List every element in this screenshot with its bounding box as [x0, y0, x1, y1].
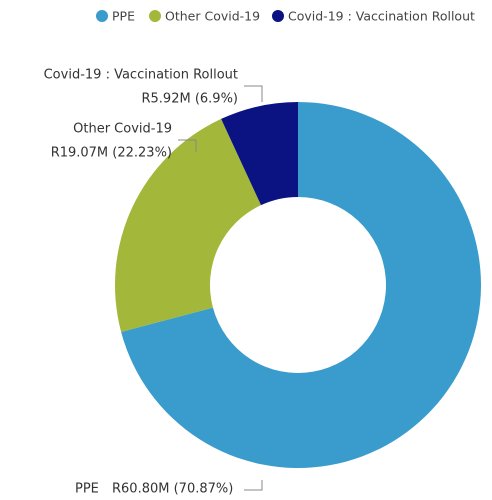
- data-label-name: PPE: [75, 482, 99, 497]
- leader-line: [244, 480, 263, 491]
- data-label-name: Covid-19 : Vaccination Rollout: [44, 68, 238, 83]
- legend-swatch: [96, 10, 108, 22]
- legend-label: Covid-19 : Vaccination Rollout: [288, 9, 475, 24]
- donut-slice: [121, 102, 482, 468]
- legend-swatch: [272, 10, 284, 22]
- data-label-name: Other Covid-19: [73, 122, 172, 137]
- donut-slice: [221, 102, 298, 206]
- legend-label: Other Covid-19: [165, 9, 260, 24]
- data-label-value: R5.92M (6.9%): [142, 92, 239, 107]
- leader-line: [244, 85, 263, 102]
- donut-slice: [114, 118, 262, 332]
- data-label-value: R19.07M (22.23%): [51, 146, 172, 161]
- legend-label: PPE: [112, 9, 135, 24]
- data-label-value: R60.80M (70.87%): [112, 482, 233, 497]
- legend-swatch: [149, 10, 161, 22]
- leader-line: [178, 139, 197, 152]
